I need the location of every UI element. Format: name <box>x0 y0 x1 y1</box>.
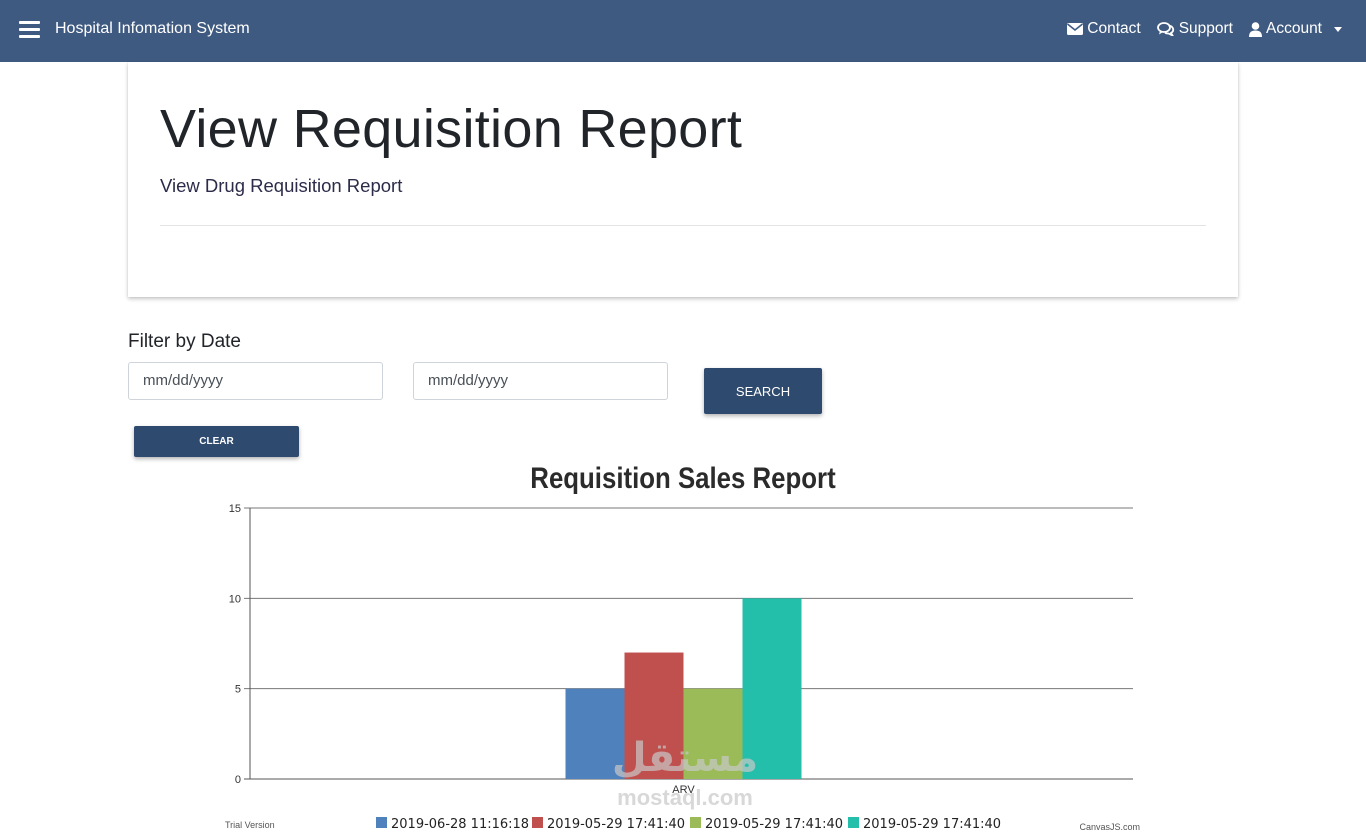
bar-arv-1[interactable] <box>624 652 684 779</box>
chart-title: Requisition Sales Report <box>530 462 836 495</box>
top-navbar: Hospital Infomation System Contact Suppo… <box>0 0 1366 62</box>
end-date-input[interactable]: mm/dd/yyyy <box>413 362 668 400</box>
x-tick-label: ARV <box>672 784 695 796</box>
page-title: View Requisition Report <box>160 99 743 159</box>
legend-swatch <box>848 817 859 828</box>
nav-contact-label: Contact <box>1087 20 1141 37</box>
search-button[interactable]: SEARCH <box>704 368 822 414</box>
legend-swatch <box>690 817 701 828</box>
trial-version-label: Trial Version <box>225 820 275 830</box>
caret-down-icon <box>1334 26 1342 32</box>
watermark-latin: mostaql.com <box>617 785 753 810</box>
header-card: View Requisition Report View Drug Requis… <box>128 62 1238 297</box>
nav-contact[interactable]: Contact <box>1067 20 1141 38</box>
nav-support-label: Support <box>1178 20 1233 37</box>
brand-title[interactable]: Hospital Infomation System <box>55 20 250 37</box>
page-subtitle: View Drug Requisition Report <box>160 175 403 196</box>
legend-entry[interactable]: 2019-05-29 17:41:40 <box>705 817 843 832</box>
user-icon <box>1248 21 1262 37</box>
comments-icon <box>1156 22 1174 36</box>
nav-support[interactable]: Support <box>1156 20 1233 38</box>
envelope-icon <box>1067 23 1084 35</box>
y-tick-label: 10 <box>229 593 241 605</box>
y-tick-label: 5 <box>235 684 241 696</box>
y-tick-label: 0 <box>235 774 241 786</box>
nav-links: Contact Support Account <box>1067 20 1342 38</box>
watermark-logo: مستقل mostaql.com <box>600 735 770 809</box>
legend-entry[interactable]: 2019-06-28 11:16:18 <box>391 817 529 832</box>
start-date-input[interactable]: mm/dd/yyyy <box>128 362 383 400</box>
bar-arv-2[interactable] <box>683 688 743 779</box>
nav-account-dropdown[interactable]: Account <box>1248 20 1342 38</box>
clear-button[interactable]: CLEAR <box>134 426 299 457</box>
legend-swatch <box>532 817 543 828</box>
canvasjs-credit-link[interactable]: CanvasJS.com <box>1079 822 1140 832</box>
divider <box>160 225 1206 226</box>
watermark-arabic: مستقل <box>611 735 759 781</box>
legend-swatch <box>376 817 387 828</box>
filter-label: Filter by Date <box>128 331 241 352</box>
legend-entry[interactable]: 2019-05-29 17:41:40 <box>863 817 1001 832</box>
nav-account-label: Account <box>1265 20 1322 37</box>
legend-entry[interactable]: 2019-05-29 17:41:40 <box>547 817 685 832</box>
bar-arv-0[interactable] <box>565 688 625 779</box>
bar-arv-3[interactable] <box>742 598 802 779</box>
y-tick-label: 15 <box>229 503 241 515</box>
menu-toggle-icon[interactable] <box>19 21 40 39</box>
